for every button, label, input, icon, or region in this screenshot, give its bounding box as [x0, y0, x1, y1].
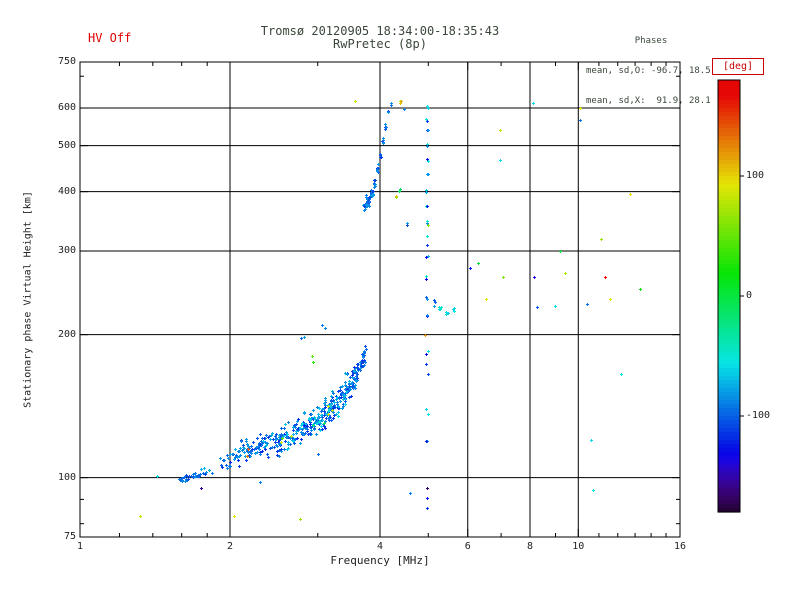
phases-header: Phases	[634, 36, 668, 46]
chart-title: Tromsø 20120905 18:34:00-18:35:43	[260, 24, 500, 38]
colorbar-unit-label: [deg]	[712, 58, 764, 75]
x-tick-label: 8	[526, 541, 534, 552]
axis-ticks	[79, 61, 681, 538]
y-tick-label: 75	[63, 531, 76, 542]
x-tick-label: 6	[464, 541, 471, 552]
hv-off-label: HV Off	[88, 31, 132, 45]
x-tick-label: 2	[226, 541, 234, 552]
phases-x-stats: mean, sd,X: 91.9, 28.1	[586, 96, 711, 106]
chart-subtitle: RwPretec (8p)	[333, 37, 427, 51]
y-tick-label: 750	[57, 56, 76, 67]
colorbar-tick-label: 0	[746, 290, 753, 301]
y-tick-label: 400	[57, 185, 76, 197]
phases-o-stats: mean, sd,O: -96.7, 18.5	[586, 66, 711, 76]
x-axis-title: Frequency [MHz]	[330, 554, 430, 567]
y-tick-label: 300	[57, 245, 76, 257]
y-tick-label: 100	[57, 471, 76, 483]
data-points	[139, 100, 642, 521]
phases-stats: Phases mean, sd,O: -96.7, 18.5 mean, sd,…	[586, 16, 716, 126]
y-tick-label: 500	[57, 139, 76, 151]
colorbar	[717, 79, 744, 513]
y-axis-title: Stationary phase Virtual Height [km]	[22, 191, 34, 408]
y-tick-label: 200	[57, 328, 76, 340]
colorbar-tick-label: -100	[746, 410, 771, 421]
x-tick-label: 16	[673, 541, 687, 552]
y-tick-label: 600	[57, 102, 76, 114]
gridlines	[80, 62, 680, 537]
x-tick-label: 4	[376, 541, 384, 552]
colorbar-tick-label: 100	[746, 170, 765, 181]
x-tick-label: 1	[76, 541, 84, 552]
x-tick-label: 10	[572, 541, 585, 552]
